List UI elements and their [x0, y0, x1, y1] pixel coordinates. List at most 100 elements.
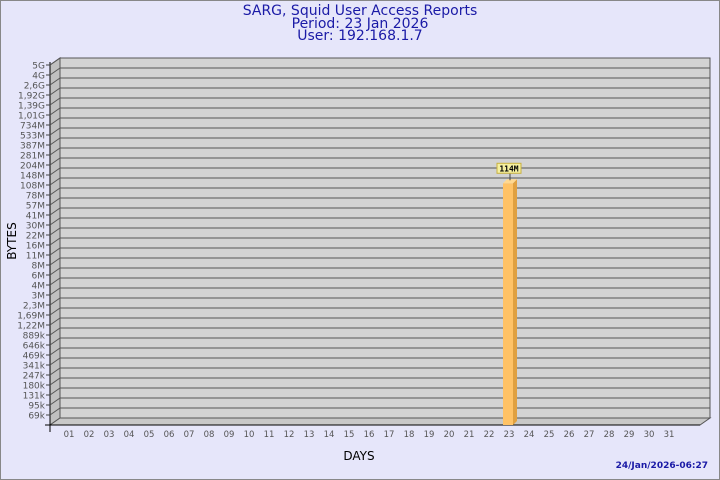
y-tick-label: 148M [20, 172, 45, 182]
y-tick-label: 5G [32, 62, 45, 72]
y-tick-label: 22M [26, 232, 45, 242]
y-tick-label: 78M [26, 192, 45, 202]
wall-gridline [49, 187, 61, 196]
chart-subtitle-user: User: 192.168.1.7 [297, 28, 423, 44]
wall-gridline [49, 147, 61, 156]
x-tick-label: 24 [524, 430, 535, 440]
y-tick-label: 6M [32, 272, 46, 282]
wall-gridline [49, 307, 61, 316]
y-tick-label: 2,6G [24, 82, 45, 92]
x-tick-label: 31 [664, 430, 675, 440]
y-tick-label: 30M [26, 222, 45, 232]
x-tick-label: 06 [164, 430, 175, 440]
y-tick-label: 95k [28, 402, 45, 412]
wall-gridline [49, 207, 61, 216]
y-tick-label: 1,69M [17, 312, 45, 322]
x-tick-label: 04 [124, 430, 135, 440]
y-tick-label: 341k [23, 362, 46, 372]
wall-gridline [49, 107, 61, 116]
chart-subtitle-period: Period: 23 Jan 2026 [291, 16, 429, 32]
wall-gridline [49, 317, 61, 326]
wall-gridline [49, 267, 61, 276]
wall-gridline [49, 407, 61, 416]
wall-gridline [49, 237, 61, 246]
y-tick-label: 57M [26, 202, 45, 212]
wall-gridline [49, 167, 61, 176]
x-tick-label: 19 [424, 430, 435, 440]
data-label-box [496, 162, 522, 174]
x-tick-label: 22 [484, 430, 495, 440]
x-tick-label: 23 [504, 430, 515, 440]
wall-gridline [49, 277, 61, 286]
y-tick-label: 16M [26, 242, 45, 252]
y-tick-label: 8M [32, 262, 46, 272]
x-tick-label: 18 [404, 430, 415, 440]
x-tick-label: 12 [284, 430, 295, 440]
y-tick-label: 4M [32, 282, 46, 292]
y-tick-label: 387M [20, 142, 45, 152]
bar [503, 183, 513, 425]
x-tick-label: 13 [304, 430, 315, 440]
y-tick-label: 1,92G [18, 92, 45, 102]
x-tick-label: 08 [204, 430, 215, 440]
wall-gridline [49, 197, 61, 206]
x-tick-label: 30 [644, 430, 655, 440]
y-tick-label: 469k [23, 352, 46, 362]
y-tick-label: 11M [26, 252, 45, 262]
bar-side [513, 179, 517, 425]
wall-gridline [49, 387, 61, 396]
wall-gridline [49, 337, 61, 346]
timestamp: 24/Jan/2026-06:27 [615, 461, 708, 471]
wall-gridline [49, 377, 61, 386]
wall-gridline [49, 347, 61, 356]
wall-gridline [49, 57, 61, 66]
x-tick-label: 07 [184, 430, 195, 440]
y-tick-label: 1,39G [18, 102, 45, 112]
wall-gridline [49, 127, 61, 136]
x-tick-label: 17 [384, 430, 395, 440]
y-tick-label: 69k [28, 412, 45, 422]
wall-gridline [49, 297, 61, 306]
y-tick-label: 204M [20, 162, 45, 172]
x-tick-label: 21 [464, 430, 475, 440]
wall-gridline [49, 247, 61, 256]
x-tick-label: 14 [324, 430, 335, 440]
wall-gridline [49, 177, 61, 186]
x-axis-label: DAYS [343, 449, 374, 463]
x-tick-label: 01 [64, 430, 75, 440]
data-label: 114M [499, 164, 518, 173]
y-tick-label: 734M [20, 122, 45, 132]
x-tick-label: 25 [544, 430, 555, 440]
wall-gridline [49, 157, 61, 166]
wall-gridline [49, 137, 61, 146]
plot-floor [48, 417, 712, 426]
wall-gridline [49, 257, 61, 266]
bar-top [503, 179, 517, 184]
y-tick-label: 131k [23, 392, 46, 402]
y-tick-label: 247k [23, 372, 46, 382]
x-tick-label: 16 [364, 430, 375, 440]
y-tick-label: 2,3M [23, 302, 45, 312]
x-tick-label: 09 [224, 430, 235, 440]
wall-gridline [49, 87, 61, 96]
x-tick-label: 29 [624, 430, 635, 440]
y-axis-label: BYTES [5, 222, 19, 259]
wall-gridline [49, 287, 61, 296]
x-tick-label: 11 [264, 430, 275, 440]
y-tick-label: 3M [32, 292, 46, 302]
y-tick-label: 533M [20, 132, 45, 142]
wall-gridline [49, 97, 61, 106]
y-tick-label: 1,22M [17, 322, 45, 332]
wall-gridline [49, 397, 61, 406]
wall-gridline [49, 67, 61, 76]
wall-gridline [49, 217, 61, 226]
y-tick-label: 889k [23, 332, 46, 342]
chart-title: SARG, Squid User Access Reports [242, 3, 478, 19]
wall-gridline [49, 117, 61, 126]
x-tick-label: 15 [344, 430, 355, 440]
y-tick-label: 1,01G [18, 112, 45, 122]
x-tick-label: 27 [584, 430, 595, 440]
wall-gridline [49, 367, 61, 376]
x-tick-label: 03 [104, 430, 115, 440]
